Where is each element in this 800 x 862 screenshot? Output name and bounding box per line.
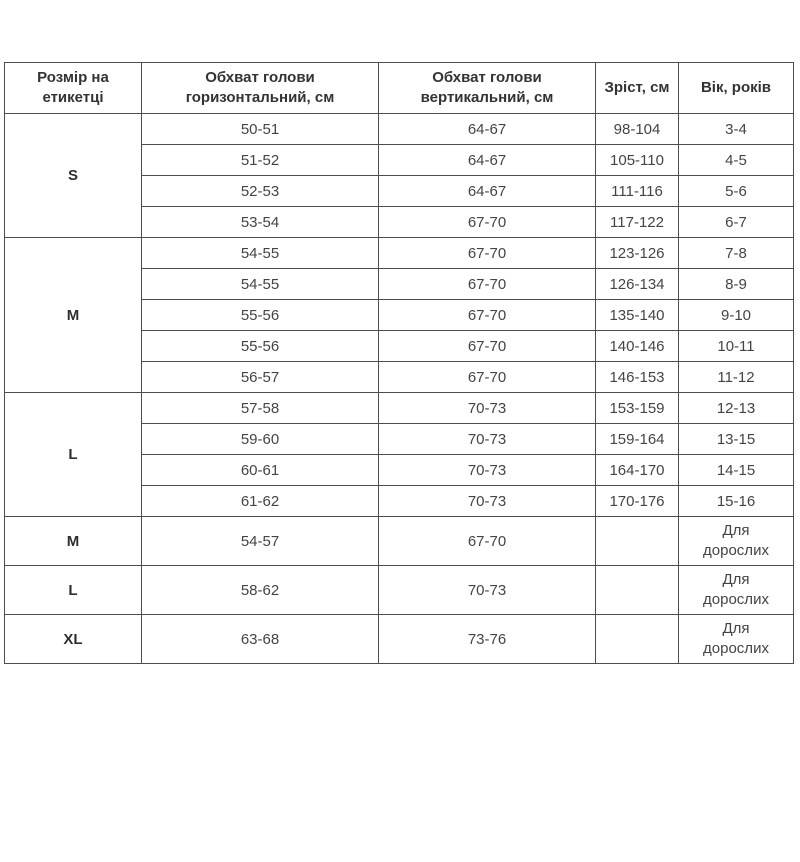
cell-vertical: 64-67 [378,175,596,207]
cell-vertical: 70-73 [378,454,596,486]
cell-age: Для дорослих [678,565,794,615]
cell-vertical: 64-67 [378,144,596,176]
cell-height [595,516,679,566]
cell-vertical: 70-73 [378,423,596,455]
cell-vertical: 67-70 [378,330,596,362]
table-row-adult: L 58-62 70-73 Для дорослих [4,565,794,615]
size-chart-table: Розмір на етикетці Обхват голови горизон… [4,62,794,664]
cell-age: 13-15 [678,423,794,455]
cell-horizontal: 54-55 [141,268,379,300]
size-group-label-l: L [4,392,142,517]
table-row: 52-53 64-67 111-116 5-6 [5,175,794,207]
cell-age: 9-10 [678,299,794,331]
cell-vertical: 70-73 [378,565,596,615]
cell-vertical: 70-73 [378,485,596,517]
cell-height [595,614,679,664]
header-height: Зріст, см [595,62,679,114]
size-group-label-adult-xl: XL [4,614,142,664]
cell-vertical: 67-70 [378,237,596,269]
table-row: 51-52 64-67 105-110 4-5 [5,144,794,176]
cell-height: 123-126 [595,237,679,269]
table-row-adult: XL 63-68 73-76 Для дорослих [4,614,794,664]
table-row: 53-54 67-70 117-122 6-7 [5,206,794,238]
cell-horizontal: 56-57 [141,361,379,393]
cell-age: 6-7 [678,206,794,238]
table-row: M 54-55 67-70 123-126 7-8 [4,237,794,393]
cell-horizontal: 58-62 [141,565,379,615]
cell-horizontal: 57-58 [141,392,379,424]
table-row: 56-57 67-70 146-153 11-12 [5,361,794,393]
size-group-label-s: S [4,113,142,238]
cell-height: 170-176 [595,485,679,517]
size-group-label-adult-l: L [4,565,142,615]
cell-vertical: 67-70 [378,299,596,331]
cell-height: 140-146 [595,330,679,362]
cell-horizontal: 50-51 [141,113,379,145]
table-row: 54-55 67-70 126-134 8-9 [5,268,794,300]
cell-height: 98-104 [595,113,679,145]
table-row: L 57-58 70-73 153-159 12-13 [4,392,794,517]
cell-vertical: 73-76 [378,614,596,664]
cell-height: 159-164 [595,423,679,455]
size-group-label-adult-m: M [4,516,142,566]
header-size-label: Розмір на етикетці [4,62,142,114]
cell-horizontal: 61-62 [141,485,379,517]
cell-vertical: 70-73 [378,392,596,424]
cell-age: 7-8 [678,237,794,269]
cell-height: 146-153 [595,361,679,393]
header-age: Вік, років [678,62,794,114]
cell-horizontal: 55-56 [141,330,379,362]
cell-horizontal: 55-56 [141,299,379,331]
cell-horizontal: 54-57 [141,516,379,566]
cell-age: 14-15 [678,454,794,486]
cell-vertical: 67-70 [378,206,596,238]
table-row: 55-56 67-70 135-140 9-10 [5,299,794,331]
size-group-label-m: M [4,237,142,393]
cell-height: 117-122 [595,206,679,238]
cell-height: 135-140 [595,299,679,331]
cell-vertical: 67-70 [378,516,596,566]
cell-horizontal: 60-61 [141,454,379,486]
cell-height [595,565,679,615]
cell-age: 4-5 [678,144,794,176]
table-row-adult: M 54-57 67-70 Для дорослих [4,516,794,566]
cell-age: Для дорослих [678,516,794,566]
table-row: 59-60 70-73 159-164 13-15 [5,423,794,455]
header-row: Розмір на етикетці Обхват голови горизон… [4,62,794,114]
cell-vertical: 64-67 [378,113,596,145]
cell-age: 12-13 [678,392,794,424]
header-horizontal-circumference: Обхват голови горизонтальний, см [141,62,379,114]
cell-age: 3-4 [678,113,794,145]
cell-age: Для дорослих [678,614,794,664]
cell-age: 5-6 [678,175,794,207]
cell-height: 105-110 [595,144,679,176]
cell-height: 164-170 [595,454,679,486]
cell-vertical: 67-70 [378,361,596,393]
cell-horizontal: 52-53 [141,175,379,207]
cell-horizontal: 51-52 [141,144,379,176]
cell-height: 111-116 [595,175,679,207]
cell-age: 15-16 [678,485,794,517]
table-row: S 50-51 64-67 98-104 3-4 [4,113,794,238]
cell-horizontal: 53-54 [141,206,379,238]
header-vertical-circumference: Обхват голови вертикальний, см [378,62,596,114]
cell-age: 11-12 [678,361,794,393]
cell-height: 153-159 [595,392,679,424]
cell-horizontal: 59-60 [141,423,379,455]
cell-height: 126-134 [595,268,679,300]
cell-horizontal: 54-55 [141,237,379,269]
cell-age: 8-9 [678,268,794,300]
cell-horizontal: 63-68 [141,614,379,664]
cell-vertical: 67-70 [378,268,596,300]
cell-age: 10-11 [678,330,794,362]
table-row: 55-56 67-70 140-146 10-11 [5,330,794,362]
